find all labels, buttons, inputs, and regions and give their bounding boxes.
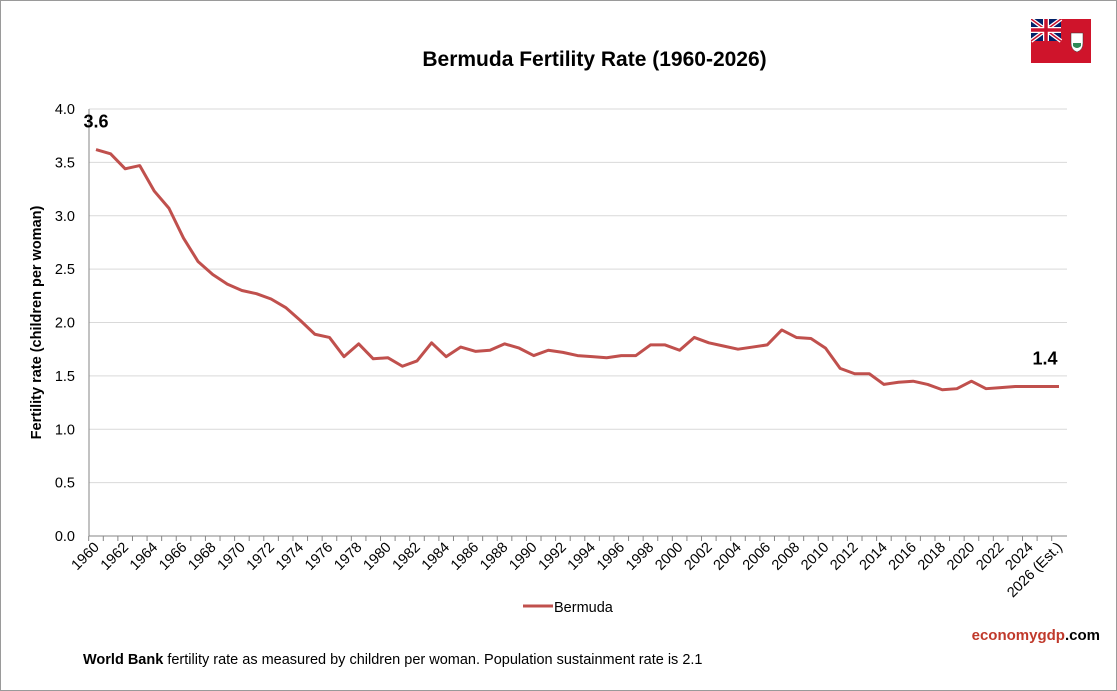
x-tick-label: 1996: [594, 540, 628, 574]
x-tick-label: 2012: [827, 540, 861, 574]
footnote: World Bank fertility rate as measured by…: [83, 652, 702, 668]
x-tick-label: 2006: [740, 540, 774, 574]
x-tick-label: 2016: [886, 540, 920, 574]
x-tick-label: 1982: [390, 540, 424, 574]
y-tick-label: 4.0: [55, 102, 75, 118]
x-tick-label: 1964: [127, 540, 161, 574]
legend-label: Bermuda: [554, 600, 614, 616]
x-tick-label: 2008: [769, 540, 803, 574]
x-tick-label: 1988: [477, 540, 511, 574]
brand-watermark: economygdp.com: [972, 627, 1100, 644]
footnote-text: fertility rate as measured by children p…: [163, 652, 703, 668]
x-tick-label: 1984: [419, 540, 453, 574]
x-tick-label: 1970: [215, 540, 249, 574]
x-tick-label: 1994: [565, 540, 599, 574]
y-tick-label: 2.0: [55, 316, 75, 332]
y-tick-label: 1.0: [55, 422, 75, 438]
x-tick-label: 2002: [682, 540, 716, 574]
y-tick-label: 0.0: [55, 529, 75, 545]
x-tick-label: 2014: [857, 540, 891, 574]
data-label: 1.4: [1032, 349, 1057, 369]
y-tick-label: 3.5: [55, 155, 75, 171]
x-tick-label: 1992: [536, 540, 570, 574]
brand-part-2: gdp: [1037, 627, 1065, 644]
x-tick-label: 1966: [156, 540, 190, 574]
y-tick-label: 2.5: [55, 262, 75, 278]
x-tick-label: 1968: [185, 540, 219, 574]
x-tick-label: 1998: [623, 540, 657, 574]
x-tick-label: 2020: [944, 540, 978, 574]
brand-part-3: .com: [1064, 627, 1100, 644]
x-tick-label: 1978: [331, 540, 365, 574]
x-tick-label: 2018: [915, 540, 949, 574]
y-tick-label: 0.5: [55, 476, 75, 492]
x-tick-label: 1990: [506, 540, 540, 574]
x-tick-label: 1962: [98, 540, 132, 574]
x-tick-label: 1986: [448, 540, 482, 574]
footnote-source: World Bank: [83, 652, 164, 668]
y-axis-label: Fertility rate (children per woman): [29, 206, 45, 440]
x-tick-label: 1976: [302, 540, 336, 574]
chart-title: Bermuda Fertility Rate (1960-2026): [422, 48, 767, 71]
x-tick-label: 1980: [361, 540, 395, 574]
x-tick-label: 2022: [973, 540, 1007, 574]
y-tick-label: 1.5: [55, 369, 75, 385]
x-tick-label: 2004: [711, 540, 745, 574]
x-tick-label: 1972: [244, 540, 278, 574]
x-tick-label: 2010: [798, 540, 832, 574]
x-tick-label: 2000: [652, 540, 686, 574]
x-tick-label: 1974: [273, 540, 307, 574]
series-line-bermuda: [95, 148, 1059, 392]
y-tick-label: 3.0: [55, 209, 75, 225]
brand-part-1: economy: [971, 627, 1038, 644]
bermuda-flag-icon: [1031, 19, 1091, 63]
data-label: 3.6: [83, 112, 108, 132]
